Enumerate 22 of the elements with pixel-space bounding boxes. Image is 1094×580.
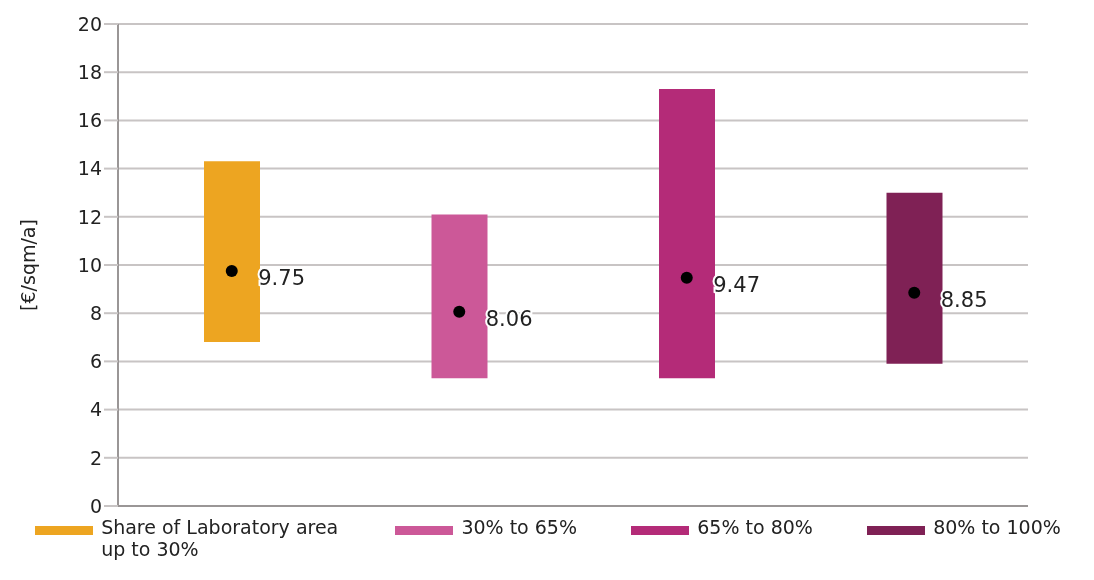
data-label: 8.06 xyxy=(485,306,533,331)
y-tick-label: 12 xyxy=(77,205,102,228)
point xyxy=(225,265,238,278)
point xyxy=(453,305,466,318)
y-tick-label: 14 xyxy=(77,157,102,180)
y-tick-label: 20 xyxy=(77,12,102,35)
point xyxy=(680,271,693,284)
y-tick-label: 16 xyxy=(77,109,102,132)
data-label: 8.85 xyxy=(940,287,988,312)
y-tick-label: 4 xyxy=(89,398,102,421)
y-tick-label: 18 xyxy=(77,60,102,83)
y-tick-label: 6 xyxy=(89,350,102,373)
y-tick-label: 10 xyxy=(77,253,102,276)
y-axis-title: [€/sqm/a] xyxy=(16,219,39,311)
y-tick-label: 2 xyxy=(89,446,102,469)
point xyxy=(908,286,921,299)
legend-label: Share of Laboratory area up to 30% xyxy=(101,516,340,560)
legend-label: 65% to 80% xyxy=(697,516,813,538)
y-tick-label: 8 xyxy=(89,301,102,324)
y-tick-label: 0 xyxy=(89,494,102,517)
legend-label: 30% to 65% xyxy=(461,516,577,538)
legend-label: 80% to 100% xyxy=(933,516,1061,538)
